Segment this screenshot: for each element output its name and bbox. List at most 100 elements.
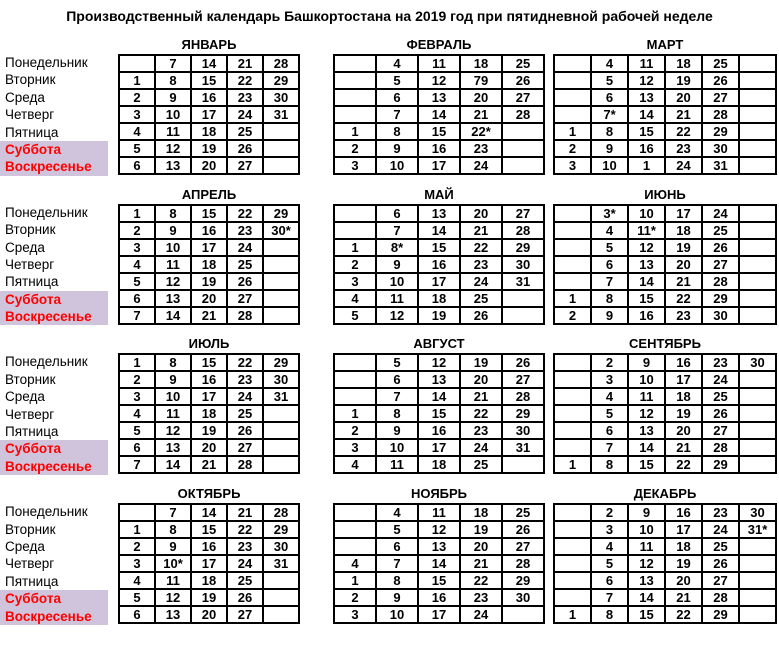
day-cell: 3 bbox=[118, 387, 156, 407]
day-label-saturday: Суббота bbox=[0, 140, 108, 159]
day-cell: 9 bbox=[590, 305, 629, 325]
day-cell: 11 bbox=[417, 54, 461, 73]
day-cell bbox=[738, 254, 777, 274]
july-row-monday: 1 8 15 22 29 bbox=[118, 353, 300, 373]
june-row-friday: 7 14 21 28 bbox=[553, 271, 777, 291]
october-row-thursday: 3 10* 17 24 31 bbox=[118, 554, 300, 574]
day-cell bbox=[738, 404, 777, 424]
day-cell: 9 bbox=[590, 139, 629, 158]
day-cell: 9 bbox=[154, 220, 192, 240]
november-row-thursday: 4 7 14 21 28 bbox=[333, 554, 545, 574]
day-cell: 16 bbox=[417, 139, 461, 158]
day-cell: 29 bbox=[501, 404, 545, 424]
month-title-november: НОЯБРЬ bbox=[410, 486, 468, 502]
day-cell: 31 bbox=[262, 554, 300, 574]
month-table-november: 4 11 18 25 5 12 19 26 6 13 20 27 4 7 14 21 28 1 8 15 22 29 2 9 1… bbox=[333, 503, 545, 625]
day-cell: 31 bbox=[262, 105, 300, 124]
day-cell: 27 bbox=[226, 605, 264, 625]
day-cell: 20 bbox=[190, 605, 228, 625]
day-cell: 4 bbox=[333, 554, 377, 574]
october-row-saturday: 5 12 19 26 bbox=[118, 588, 300, 608]
day-cell bbox=[262, 438, 300, 458]
october-row-wednesday: 2 9 16 23 30 bbox=[118, 537, 300, 557]
day-cell bbox=[738, 105, 777, 124]
november-row-friday: 1 8 15 22 29 bbox=[333, 571, 545, 591]
day-cell: 20 bbox=[459, 203, 503, 223]
month-title-february: ФЕВРАЛЬ bbox=[406, 37, 472, 52]
day-cell bbox=[262, 588, 300, 608]
day-cell bbox=[738, 288, 777, 308]
day-cell bbox=[553, 588, 592, 608]
february-row-sunday: 3 10 17 24 bbox=[333, 156, 545, 175]
day-cell: 20 bbox=[664, 88, 703, 107]
day-cell: 21 bbox=[664, 588, 703, 608]
month-title-january: ЯНВАРЬ bbox=[181, 37, 237, 52]
day-cell: 2 bbox=[333, 254, 377, 274]
november-row-wednesday: 6 13 20 27 bbox=[333, 537, 545, 557]
day-label-tuesday: Вторник bbox=[5, 222, 56, 238]
day-label-friday: Пятница bbox=[5, 124, 59, 140]
august-row-sunday: 4 11 18 25 bbox=[333, 455, 545, 475]
october-row-sunday: 6 13 20 27 bbox=[118, 605, 300, 625]
day-cell bbox=[553, 271, 592, 291]
day-cell: 18 bbox=[190, 254, 228, 274]
day-cell: 13 bbox=[627, 571, 666, 591]
day-cell: 6 bbox=[590, 571, 629, 591]
day-label-friday: Пятница bbox=[5, 573, 59, 589]
day-cell bbox=[501, 305, 545, 325]
day-cell bbox=[262, 139, 300, 158]
day-cell: 19 bbox=[664, 237, 703, 257]
day-cell: 16 bbox=[664, 353, 703, 373]
day-cell: 14 bbox=[417, 105, 461, 124]
day-cell: 16 bbox=[417, 588, 461, 608]
day-cell: 22 bbox=[226, 353, 264, 373]
day-cell bbox=[333, 71, 377, 90]
day-cell bbox=[333, 105, 377, 124]
day-cell: 23 bbox=[226, 88, 264, 107]
day-cell: 3 bbox=[118, 237, 156, 257]
day-cell: 15 bbox=[417, 404, 461, 424]
day-cell: 30 bbox=[501, 588, 545, 608]
day-cell: 24 bbox=[226, 237, 264, 257]
august-row-saturday: 3 10 17 24 31 bbox=[333, 438, 545, 458]
day-cell: 15 bbox=[627, 605, 666, 625]
day-cell: 29 bbox=[262, 353, 300, 373]
day-cell: 3 bbox=[333, 605, 377, 625]
day-cell: 6 bbox=[118, 156, 156, 175]
january-row-friday: 4 11 18 25 bbox=[118, 122, 300, 141]
december-row-sunday: 1 8 15 22 29 bbox=[553, 605, 777, 625]
day-cell: 10* bbox=[154, 554, 192, 574]
day-cell: 5 bbox=[590, 237, 629, 257]
day-cell bbox=[501, 156, 545, 175]
month-title-june: ИЮНЬ bbox=[644, 186, 686, 202]
day-cell: 27 bbox=[226, 156, 264, 175]
day-label-monday: Понедельник bbox=[5, 55, 88, 70]
july-row-tuesday: 2 9 16 23 30 bbox=[118, 370, 300, 390]
day-cell: 10 bbox=[375, 271, 419, 291]
day-cell: 2 bbox=[590, 503, 629, 523]
day-cell: 23 bbox=[226, 220, 264, 240]
day-cell: 16 bbox=[417, 421, 461, 441]
day-cell bbox=[333, 537, 377, 557]
day-cell: 26 bbox=[226, 271, 264, 291]
day-cell: 21 bbox=[664, 105, 703, 124]
day-cell: 4 bbox=[118, 404, 156, 424]
september-row-saturday: 7 14 21 28 bbox=[553, 438, 777, 458]
day-cell: 21 bbox=[664, 271, 703, 291]
day-cell: 7 bbox=[375, 387, 419, 407]
day-cell bbox=[738, 438, 777, 458]
day-cell: 10 bbox=[627, 370, 666, 390]
day-cell: 24 bbox=[226, 387, 264, 407]
month-table-march: 4 11 18 25 5 12 19 26 6 13 20 27 7* 14 21 28 1 8 15 22 29 2 9 1… bbox=[553, 54, 777, 175]
day-cell bbox=[553, 554, 592, 574]
month-table-july: 1 8 15 22 29 2 9 16 23 30 3 10 17 24 31 4 11 18 25 5 12 19 26 6… bbox=[118, 353, 300, 475]
month-table-april: 1 8 15 22 29 2 9 16 23 30* 3 10 17 24 4 11 18 25 5 12 19 26 6 1… bbox=[118, 203, 300, 325]
day-labels-column: Понедельник Вторник Среда Четверг Пятница Суб… bbox=[0, 486, 118, 625]
day-cell: 19 bbox=[190, 588, 228, 608]
day-cell bbox=[118, 54, 156, 73]
day-cell: 29 bbox=[501, 237, 545, 257]
february-row-saturday: 2 9 16 23 bbox=[333, 139, 545, 158]
day-cell: 17 bbox=[190, 554, 228, 574]
day-cell: 13 bbox=[154, 438, 192, 458]
day-cell bbox=[553, 404, 592, 424]
